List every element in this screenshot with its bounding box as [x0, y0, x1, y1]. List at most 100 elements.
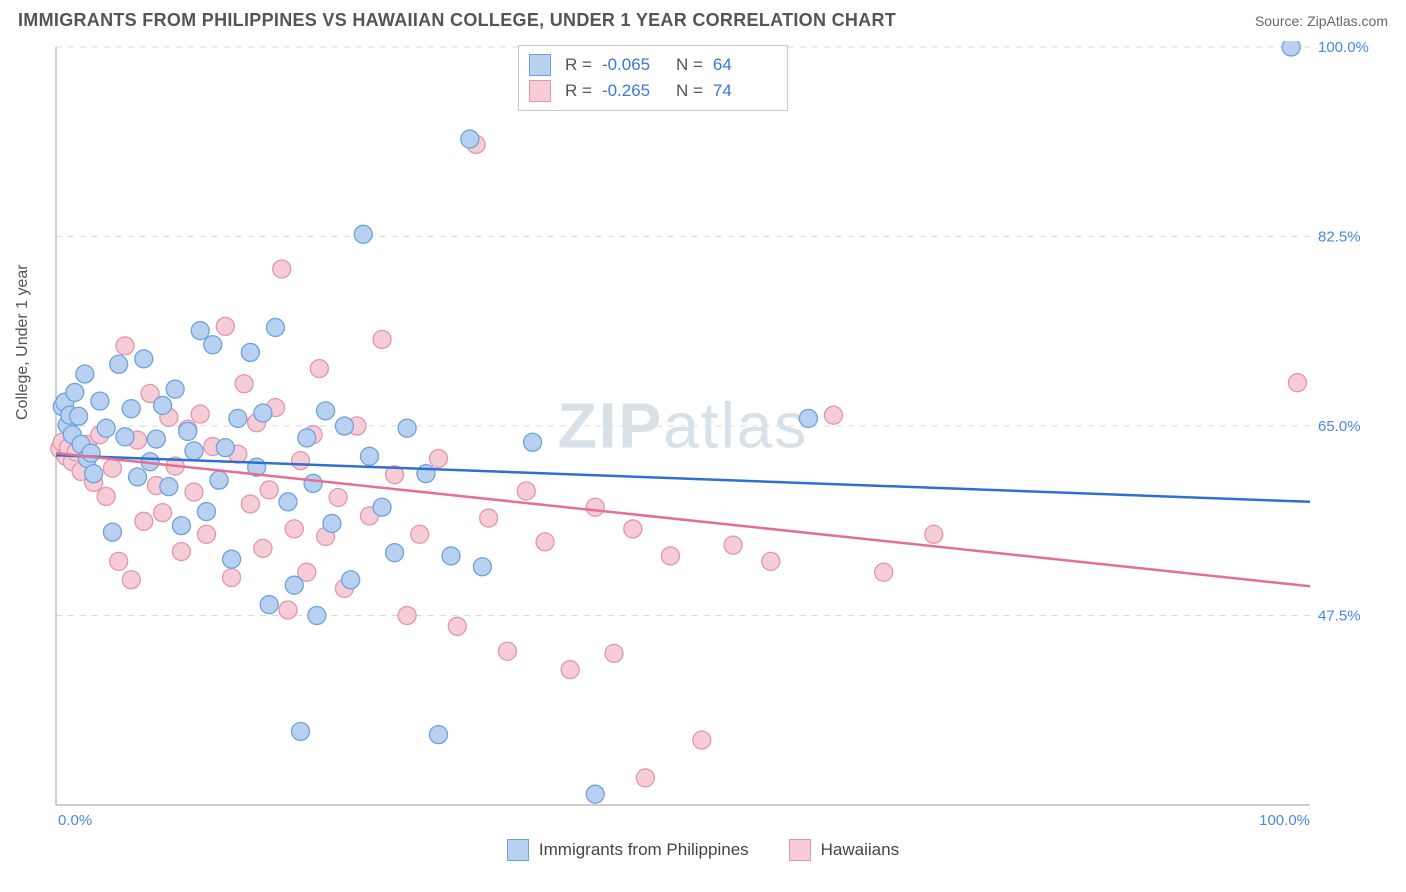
n-label: N = — [676, 55, 703, 75]
data-point — [448, 617, 466, 635]
trend-line — [56, 455, 1310, 502]
data-point — [279, 601, 297, 619]
chart-title: IMMIGRANTS FROM PHILIPPINES VS HAWAIIAN … — [18, 10, 896, 31]
data-point — [273, 260, 291, 278]
data-point — [197, 503, 215, 521]
data-point — [110, 355, 128, 373]
data-point — [1288, 374, 1306, 392]
data-point — [925, 525, 943, 543]
data-point — [624, 520, 642, 538]
data-point — [342, 571, 360, 589]
y-tick-label: 65.0% — [1318, 418, 1361, 435]
data-point — [354, 225, 372, 243]
data-point — [223, 569, 241, 587]
data-point — [824, 406, 842, 424]
data-point — [166, 380, 184, 398]
data-point — [292, 722, 310, 740]
data-point — [254, 404, 272, 422]
data-point — [536, 533, 554, 551]
data-point — [135, 350, 153, 368]
data-point — [480, 509, 498, 527]
data-point — [122, 400, 140, 418]
data-point — [517, 482, 535, 500]
data-point — [762, 552, 780, 570]
data-point — [129, 468, 147, 486]
data-point — [398, 419, 416, 437]
legend-swatch-blue — [529, 54, 551, 76]
data-point — [266, 318, 284, 336]
data-point — [1282, 41, 1300, 56]
data-point — [147, 430, 165, 448]
data-point — [191, 405, 209, 423]
data-point — [160, 478, 178, 496]
data-point — [216, 317, 234, 335]
data-point — [285, 576, 303, 594]
data-point — [498, 642, 516, 660]
legend-item-philippines: Immigrants from Philippines — [507, 839, 749, 861]
chart-header: IMMIGRANTS FROM PHILIPPINES VS HAWAIIAN … — [0, 0, 1406, 37]
data-point — [524, 433, 542, 451]
data-point — [110, 552, 128, 570]
legend-row-pink: R = -0.265 N = 74 — [529, 78, 773, 104]
data-point — [724, 536, 742, 554]
data-point — [216, 439, 234, 457]
data-point — [154, 396, 172, 414]
data-point — [97, 419, 115, 437]
trend-line — [56, 453, 1310, 586]
data-point — [235, 375, 253, 393]
data-point — [386, 544, 404, 562]
data-point — [116, 428, 134, 446]
data-point — [172, 517, 190, 535]
data-point — [335, 417, 353, 435]
data-point — [285, 520, 303, 538]
data-point — [82, 444, 100, 462]
data-point — [373, 330, 391, 348]
data-point — [103, 523, 121, 541]
legend-label: Hawaiians — [821, 840, 899, 860]
data-point — [329, 488, 347, 506]
data-point — [172, 543, 190, 561]
r-label: R = — [565, 81, 592, 101]
source-attribution: Source: ZipAtlas.com — [1255, 13, 1388, 29]
watermark: ZIPatlas — [558, 390, 809, 462]
data-point — [185, 442, 203, 460]
data-point — [799, 409, 817, 427]
data-point — [636, 769, 654, 787]
data-point — [361, 447, 379, 465]
y-tick-label: 100.0% — [1318, 41, 1369, 56]
data-point — [279, 493, 297, 511]
data-point — [429, 449, 447, 467]
data-point — [204, 336, 222, 354]
data-point — [241, 343, 259, 361]
data-point — [561, 661, 579, 679]
source-label: Source: — [1255, 13, 1303, 29]
data-point — [323, 514, 341, 532]
legend-label: Immigrants from Philippines — [539, 840, 749, 860]
data-point — [122, 571, 140, 589]
data-point — [66, 383, 84, 401]
legend-swatch-icon — [789, 839, 811, 861]
x-tick-label: 0.0% — [58, 812, 92, 829]
data-point — [70, 407, 88, 425]
data-point — [116, 337, 134, 355]
r-value-pink: -0.265 — [602, 81, 662, 101]
data-point — [308, 607, 326, 625]
data-point — [223, 550, 241, 568]
data-point — [229, 409, 247, 427]
data-point — [411, 525, 429, 543]
legend-row-blue: R = -0.065 N = 64 — [529, 52, 773, 78]
data-point — [310, 360, 328, 378]
legend-swatch-icon — [507, 839, 529, 861]
source-link[interactable]: ZipAtlas.com — [1307, 13, 1388, 29]
data-point — [586, 498, 604, 516]
data-point — [442, 547, 460, 565]
data-point — [135, 512, 153, 530]
data-point — [260, 481, 278, 499]
data-point — [875, 563, 893, 581]
data-point — [317, 402, 335, 420]
data-point — [97, 487, 115, 505]
data-point — [461, 130, 479, 148]
data-point — [210, 471, 228, 489]
data-point — [260, 596, 278, 614]
y-tick-label: 82.5% — [1318, 229, 1361, 246]
